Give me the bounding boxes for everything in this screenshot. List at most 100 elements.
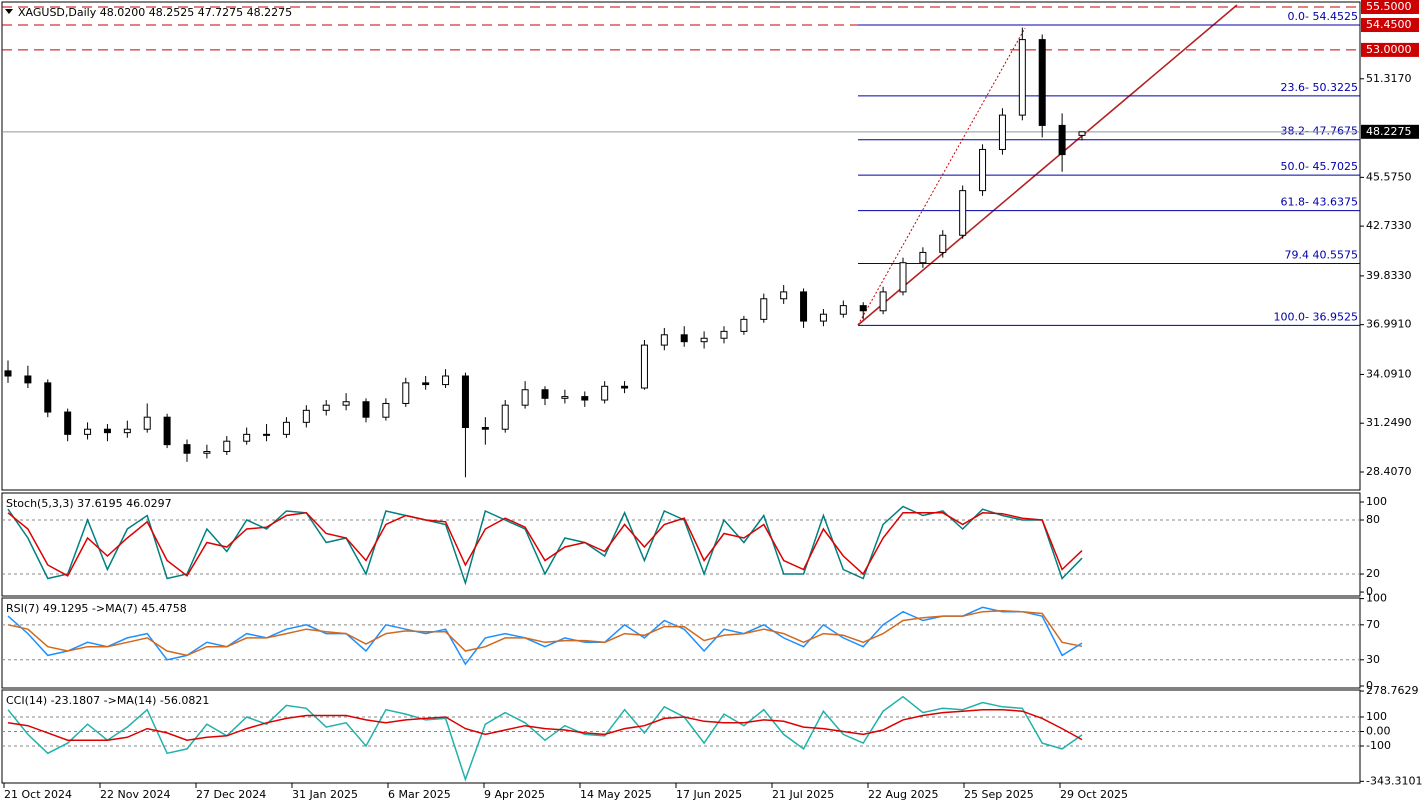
candle-body — [461, 375, 469, 428]
fib-label: 0.0- 54.4525 — [1288, 10, 1358, 23]
last-price-label: 48.2275 — [1366, 125, 1412, 138]
candle-body — [223, 440, 231, 453]
fib-label: 61.8- 43.6375 — [1281, 196, 1358, 209]
candle-body — [740, 318, 748, 332]
fib-label: 23.6- 50.3225 — [1281, 81, 1358, 94]
x-tick-label: 9 Apr 2025 — [484, 788, 545, 801]
y-tick-label: 39.8330 — [1366, 269, 1412, 282]
candle-body — [1078, 131, 1086, 136]
candle-body — [581, 396, 589, 401]
candle-body — [203, 451, 211, 454]
fib-label: 50.0- 45.7025 — [1281, 160, 1358, 173]
y-tick-label: -100 — [1366, 739, 1391, 752]
y-tick-label: 36.9910 — [1366, 318, 1412, 331]
candle-body — [780, 291, 788, 300]
y-tick-label: 51.3170 — [1366, 72, 1412, 85]
fib-label: 38.2- 47.7675 — [1281, 125, 1358, 138]
x-tick-label: 22 Nov 2024 — [100, 788, 170, 801]
candle-body — [382, 402, 390, 418]
candle-body — [322, 404, 330, 411]
candle-body — [680, 334, 688, 343]
x-tick-label: 31 Jan 2025 — [292, 788, 358, 801]
y-tick-label: 45.5750 — [1366, 170, 1412, 183]
fib-label: 100.0- 36.9525 — [1274, 310, 1358, 323]
candle-body — [1018, 39, 1026, 116]
trendline — [857, 4, 1238, 326]
candle-body — [998, 114, 1006, 150]
y-tick-label: 278.7629 — [1366, 684, 1419, 697]
candle-body — [103, 428, 111, 434]
candle-body — [760, 298, 768, 320]
candle-body — [621, 385, 629, 389]
x-tick-label: 14 May 2025 — [580, 788, 652, 801]
x-tick-label: 22 Aug 2025 — [868, 788, 938, 801]
x-tick-label: 29 Oct 2025 — [1060, 788, 1128, 801]
candle-body — [143, 416, 151, 430]
y-tick-label: 42.7330 — [1366, 219, 1412, 232]
candle-body — [263, 433, 271, 436]
candle-body — [123, 428, 131, 434]
candle-body — [979, 148, 987, 192]
level-label-box — [1361, 18, 1419, 33]
candle-body — [243, 433, 251, 442]
candle-body — [601, 385, 609, 401]
indicator-line — [7, 505, 1083, 586]
candle-body — [939, 234, 947, 253]
y-tick-label: 30 — [1366, 653, 1380, 666]
candle-body — [660, 334, 668, 346]
panel-frame — [1, 492, 1361, 597]
candle-body — [442, 375, 450, 386]
indicator-line — [7, 512, 1083, 577]
panel-title: RSI(7) 49.1295 ->MA(7) 45.4758 — [6, 602, 187, 615]
indicator-line — [7, 610, 1083, 657]
panel-frame — [1, 597, 1361, 689]
candle-body — [899, 262, 907, 293]
panel-frame — [1, 1, 1361, 491]
candle-body — [839, 305, 847, 315]
level-label: 54.4500 — [1366, 18, 1412, 31]
x-tick-label: 25 Sep 2025 — [964, 788, 1034, 801]
candle-body — [1058, 124, 1066, 156]
candle-body — [700, 337, 708, 343]
candle-body — [481, 426, 489, 430]
y-tick-label: -343.3101 — [1366, 774, 1422, 787]
candle-body — [1038, 39, 1046, 126]
candle-body — [541, 389, 549, 399]
y-tick-label: 70 — [1366, 618, 1380, 631]
fib-connector — [857, 27, 1026, 326]
y-tick-label: 0.00 — [1366, 724, 1391, 737]
candle-body — [362, 401, 370, 418]
y-tick-label: 80 — [1366, 513, 1380, 526]
candle-body — [501, 404, 509, 430]
panel-title: XAGUSD,Daily 48.0200 48.2525 47.7275 48.… — [18, 6, 292, 19]
panel-frame — [1, 689, 1361, 784]
candle-body — [819, 313, 827, 322]
candle-body — [521, 389, 529, 406]
y-tick-label: 0 — [1366, 679, 1373, 692]
indicator-line — [7, 695, 1083, 782]
x-tick-label: 27 Dec 2024 — [196, 788, 266, 801]
candle-body — [342, 401, 350, 406]
candle-body — [302, 409, 310, 423]
y-tick-label: 0 — [1366, 585, 1373, 598]
candle-body — [402, 382, 410, 404]
candle-body — [561, 396, 569, 399]
candle-body — [859, 305, 867, 312]
candle-body — [720, 330, 728, 339]
level-label: 55.5000 — [1366, 0, 1412, 13]
x-tick-label: 6 Mar 2025 — [388, 788, 451, 801]
y-tick-label: 100 — [1366, 710, 1387, 723]
level-label-box — [1361, 0, 1419, 14]
fib-label: 79.4 40.5575 — [1285, 248, 1358, 261]
candle-body — [879, 291, 887, 312]
candle-body — [959, 190, 967, 236]
candle-body — [919, 251, 927, 264]
candle-body — [44, 382, 52, 413]
y-tick-label: 100 — [1366, 592, 1387, 605]
y-tick-label: 20 — [1366, 567, 1380, 580]
y-tick-label: 31.2490 — [1366, 416, 1412, 429]
last-price-box — [1361, 124, 1419, 139]
candle-body — [800, 291, 808, 322]
x-tick-label: 17 Jun 2025 — [676, 788, 742, 801]
